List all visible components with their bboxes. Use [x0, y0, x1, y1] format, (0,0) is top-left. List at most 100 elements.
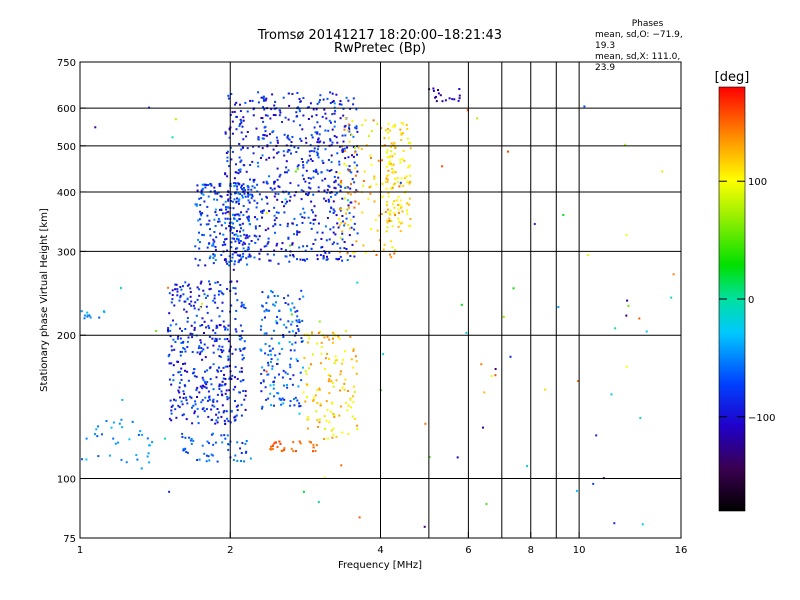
data-point: [207, 399, 209, 402]
data-point: [400, 139, 403, 141]
data-point: [270, 337, 273, 340]
data-point: [239, 110, 242, 112]
data-point: [308, 337, 311, 340]
data-point: [265, 180, 268, 183]
data-point: [244, 307, 247, 310]
data-point: [231, 132, 234, 135]
data-point: [241, 222, 244, 225]
data-point: [326, 353, 329, 355]
data-point: [265, 211, 268, 214]
data-point: [200, 192, 203, 195]
data-point: [231, 232, 234, 234]
data-point: [458, 97, 461, 100]
data-point: [232, 227, 235, 229]
data-point: [259, 248, 262, 251]
data-point: [349, 255, 352, 257]
data-point: [315, 168, 318, 171]
data-point: [342, 140, 345, 143]
data-point: [119, 287, 122, 289]
data-point: [354, 200, 357, 203]
data-points: [80, 87, 675, 528]
data-point: [276, 198, 279, 201]
data-point: [354, 126, 357, 129]
data-point: [170, 349, 173, 352]
data-point: [197, 347, 200, 349]
data-point: [265, 182, 268, 185]
data-point: [247, 185, 250, 188]
data-point: [296, 309, 299, 312]
data-point: [385, 177, 388, 180]
data-point: [253, 234, 256, 237]
data-point: [353, 251, 356, 253]
data-point: [330, 161, 333, 164]
data-point: [293, 217, 296, 220]
data-point: [179, 296, 182, 299]
data-point: [195, 204, 198, 207]
data-point: [228, 136, 231, 139]
data-point: [346, 252, 349, 255]
data-point: [190, 304, 193, 307]
data-point: [171, 289, 174, 292]
data-point: [333, 175, 336, 178]
data-point: [199, 306, 202, 309]
data-point: [332, 433, 335, 436]
data-point: [303, 357, 306, 359]
data-point: [332, 331, 335, 334]
data-point: [224, 221, 227, 224]
data-point: [217, 293, 220, 296]
data-point: [282, 150, 285, 153]
data-point: [274, 114, 277, 117]
data-point: [343, 125, 346, 128]
data-point: [200, 401, 203, 404]
data-point: [168, 417, 171, 420]
data-point: [333, 362, 336, 365]
data-point: [625, 365, 628, 368]
data-point: [372, 119, 375, 122]
data-point: [352, 366, 355, 369]
data-point: [356, 164, 358, 167]
data-point: [212, 443, 215, 446]
data-point: [444, 99, 447, 102]
data-point: [257, 145, 260, 148]
data-point: [247, 188, 250, 191]
data-point: [348, 140, 351, 143]
data-point: [259, 328, 262, 331]
data-point: [351, 178, 354, 181]
data-point: [293, 194, 296, 197]
data-point: [184, 350, 187, 353]
data-point: [317, 425, 319, 428]
data-point: [339, 208, 341, 210]
data-point: [235, 414, 238, 417]
data-point: [213, 198, 216, 201]
data-point: [299, 137, 302, 140]
data-point: [354, 174, 357, 177]
data-point: [233, 198, 236, 201]
data-point: [239, 123, 242, 126]
data-point: [233, 237, 236, 240]
data-point: [272, 148, 275, 151]
data-point: [291, 243, 294, 246]
data-point: [168, 378, 171, 381]
data-point: [201, 387, 204, 390]
data-point: [381, 182, 384, 185]
data-point: [398, 220, 401, 223]
data-point: [406, 202, 409, 205]
data-point: [335, 257, 338, 260]
data-point: [207, 184, 210, 186]
data-point: [351, 415, 354, 418]
data-point: [239, 234, 242, 237]
data-point: [330, 429, 333, 432]
data-point: [270, 353, 272, 356]
data-point: [204, 186, 207, 189]
data-point: [324, 129, 327, 132]
data-point: [627, 304, 630, 307]
data-point: [242, 252, 245, 255]
data-point: [281, 450, 284, 453]
data-point: [300, 340, 303, 343]
data-point: [316, 231, 319, 234]
data-point: [167, 355, 170, 358]
data-point: [290, 447, 293, 450]
data-point: [214, 281, 217, 284]
data-point: [386, 208, 389, 211]
data-point: [222, 366, 225, 369]
